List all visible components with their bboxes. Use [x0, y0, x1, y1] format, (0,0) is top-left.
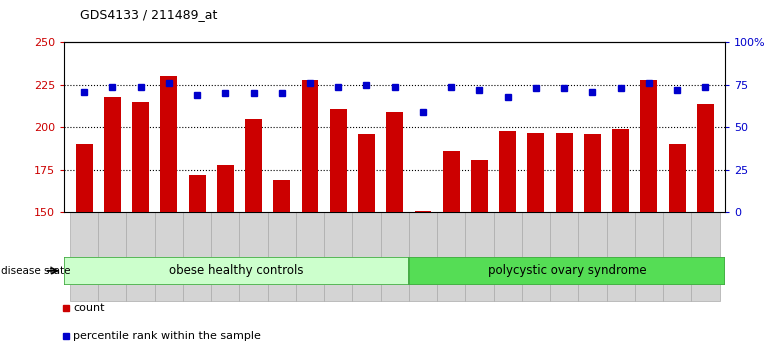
Bar: [471, 160, 488, 212]
Bar: [160, 76, 177, 212]
Bar: [98, 212, 126, 301]
Bar: [352, 212, 380, 301]
Bar: [75, 144, 93, 212]
Bar: [528, 132, 544, 212]
Bar: [126, 212, 154, 301]
Bar: [584, 134, 601, 212]
Bar: [522, 212, 550, 301]
Text: obese healthy controls: obese healthy controls: [169, 264, 304, 277]
Bar: [302, 80, 318, 212]
Bar: [183, 212, 211, 301]
Bar: [387, 112, 403, 212]
Bar: [691, 212, 720, 301]
Bar: [579, 212, 607, 301]
Bar: [669, 144, 686, 212]
Bar: [211, 212, 239, 301]
Bar: [635, 212, 663, 301]
Bar: [103, 97, 121, 212]
Bar: [274, 180, 290, 212]
Bar: [358, 134, 375, 212]
Bar: [641, 80, 658, 212]
Bar: [296, 212, 324, 301]
Bar: [330, 109, 347, 212]
FancyBboxPatch shape: [409, 257, 725, 285]
Text: count: count: [73, 303, 104, 313]
Bar: [443, 151, 459, 212]
Bar: [663, 212, 691, 301]
Bar: [466, 212, 494, 301]
Bar: [499, 131, 516, 212]
Bar: [415, 211, 431, 212]
Bar: [409, 212, 437, 301]
Text: disease state: disease state: [1, 266, 71, 276]
Bar: [239, 212, 267, 301]
Bar: [697, 104, 714, 212]
Bar: [556, 132, 572, 212]
Text: GDS4133 / 211489_at: GDS4133 / 211489_at: [80, 8, 217, 21]
Bar: [70, 212, 98, 301]
Bar: [380, 212, 409, 301]
Bar: [245, 119, 262, 212]
Text: polycystic ovary syndrome: polycystic ovary syndrome: [488, 264, 647, 277]
Bar: [154, 212, 183, 301]
Bar: [132, 102, 149, 212]
Text: percentile rank within the sample: percentile rank within the sample: [73, 331, 261, 341]
Bar: [189, 175, 205, 212]
Bar: [494, 212, 522, 301]
Bar: [217, 165, 234, 212]
Bar: [324, 212, 352, 301]
Bar: [267, 212, 296, 301]
Bar: [612, 129, 630, 212]
FancyBboxPatch shape: [64, 257, 409, 285]
Bar: [550, 212, 579, 301]
Bar: [607, 212, 635, 301]
Bar: [437, 212, 466, 301]
